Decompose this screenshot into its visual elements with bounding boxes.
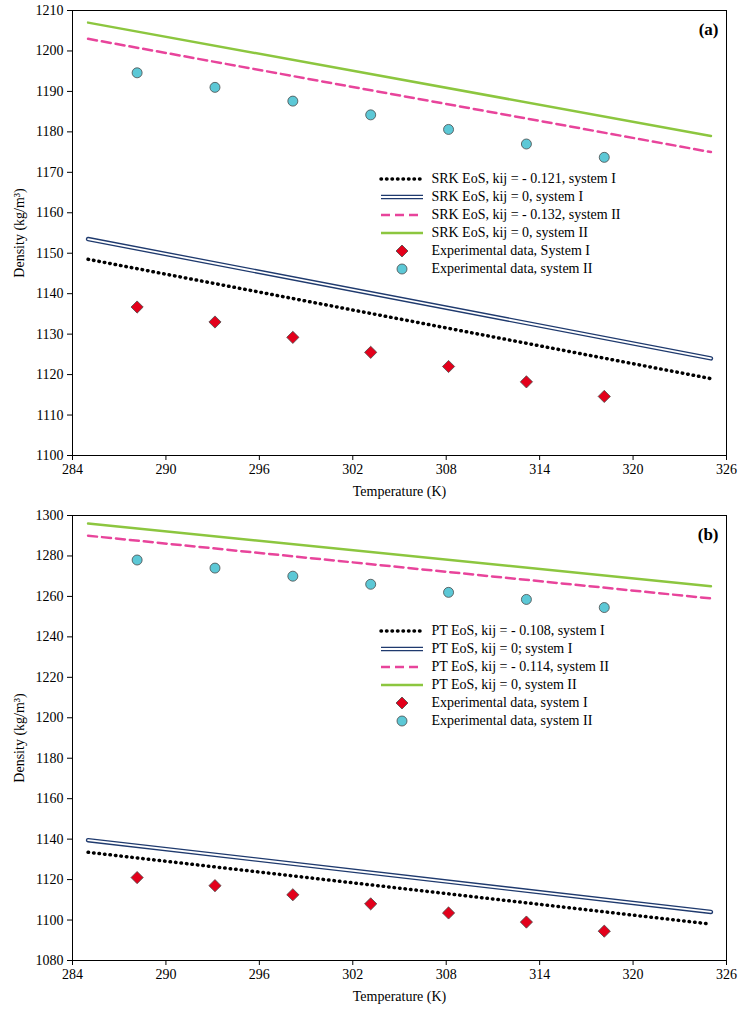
html-text:Experimental data, system II: Experimental data, system II <box>431 261 593 277</box>
svg-text:1170: 1170 <box>36 165 63 180</box>
svg-text:1220: 1220 <box>36 670 64 685</box>
svg-text:1200: 1200 <box>36 43 64 58</box>
html-text:PT EoS, kij = - 0.108, system: PT EoS, kij = - 0.108, system I <box>431 622 605 638</box>
html-text:SRK EoS, kij = - 0.132, system: SRK EoS, kij = - 0.132, system II <box>431 207 621 223</box>
svg-text:1100: 1100 <box>36 913 63 928</box>
svg-text:1180: 1180 <box>36 751 63 766</box>
svg-text:1140: 1140 <box>36 832 63 847</box>
svg-text:Temperature (K): Temperature (K) <box>353 484 447 500</box>
svg-text:320: 320 <box>623 462 644 477</box>
html-text:PT EoS, kij = 0, system II: PT EoS, kij = 0, system II <box>431 676 577 692</box>
html-text:Experimental data, system II: Experimental data, system II <box>431 712 593 728</box>
svg-text:1130: 1130 <box>36 327 63 342</box>
svg-text:320: 320 <box>623 967 644 982</box>
html-text:Experimental data, system I: Experimental data, system I <box>431 694 588 710</box>
svg-text:1120: 1120 <box>36 367 63 382</box>
svg-text:1160: 1160 <box>36 791 63 806</box>
svg-text:302: 302 <box>342 967 363 982</box>
html-text:Experimental data, System I: Experimental data, System I <box>431 243 590 259</box>
html-text:SRK EoS, kij = 0, system I: SRK EoS, kij = 0, system I <box>431 189 584 205</box>
svg-text:314: 314 <box>529 967 550 982</box>
svg-text:308: 308 <box>436 462 457 477</box>
svg-text:296: 296 <box>249 462 270 477</box>
svg-text:1100: 1100 <box>36 448 63 463</box>
svg-text:1240: 1240 <box>36 629 64 644</box>
svg-text:(a): (a) <box>699 20 719 39</box>
html-text:PT EoS, kij = - 0.114, system: PT EoS, kij = - 0.114, system II <box>431 658 609 674</box>
svg-text:1300: 1300 <box>36 508 64 523</box>
svg-text:284: 284 <box>62 967 83 982</box>
svg-text:1150: 1150 <box>36 246 63 261</box>
svg-text:Density (kg/m³): Density (kg/m³) <box>12 188 28 278</box>
svg-text:308: 308 <box>436 967 457 982</box>
html-text:SRK EoS, kij = - 0.121, system: SRK EoS, kij = - 0.121, system I <box>431 171 616 187</box>
svg-text:302: 302 <box>342 462 363 477</box>
svg-text:1260: 1260 <box>36 589 64 604</box>
svg-text:1120: 1120 <box>36 872 63 887</box>
svg-text:1200: 1200 <box>36 710 64 725</box>
svg-text:1180: 1180 <box>36 124 63 139</box>
svg-text:Density (kg/m³): Density (kg/m³) <box>12 693 28 783</box>
svg-text:1110: 1110 <box>37 408 64 423</box>
svg-text:326: 326 <box>716 967 737 982</box>
svg-text:1080: 1080 <box>36 953 64 968</box>
html-text:SRK EoS, kij = 0, system II: SRK EoS, kij = 0, system II <box>431 225 588 241</box>
svg-text:290: 290 <box>155 462 176 477</box>
svg-text:290: 290 <box>155 967 176 982</box>
svg-text:326: 326 <box>716 462 737 477</box>
svg-text:314: 314 <box>529 462 550 477</box>
svg-text:1210: 1210 <box>36 3 64 18</box>
svg-text:1190: 1190 <box>36 84 63 99</box>
svg-text:284: 284 <box>62 462 83 477</box>
svg-text:(b): (b) <box>698 525 719 544</box>
svg-text:296: 296 <box>249 967 270 982</box>
svg-text:Temperature (K): Temperature (K) <box>353 989 447 1005</box>
html-text:PT EoS, kij = 0; system I: PT EoS, kij = 0; system I <box>431 640 573 656</box>
svg-text:1280: 1280 <box>36 548 64 563</box>
svg-text:1160: 1160 <box>36 205 63 220</box>
svg-text:1140: 1140 <box>36 286 63 301</box>
